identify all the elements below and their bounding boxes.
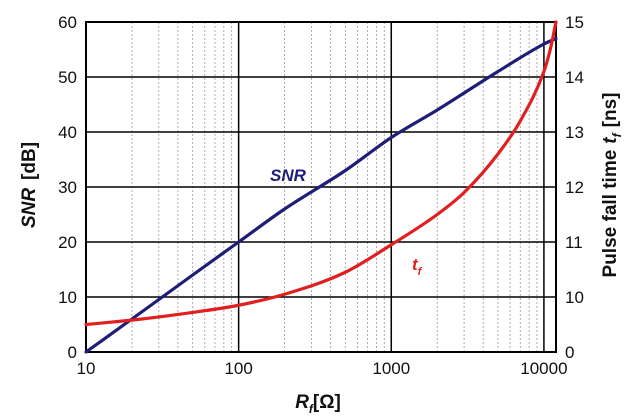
plot-frame bbox=[85, 21, 557, 353]
x-tick-label: 10000 bbox=[520, 359, 567, 378]
y-axis-right-title: Pulse fall timetf[ns] bbox=[600, 93, 624, 278]
y-right-tick-label: 11 bbox=[565, 233, 583, 252]
y-right-tick-label: 0 bbox=[565, 343, 574, 362]
y-right-tick-label: 15 bbox=[565, 13, 584, 32]
series-label-tf: tf bbox=[412, 255, 423, 278]
y-right-tick-label: 13 bbox=[565, 123, 584, 142]
y-left-tick-label: 20 bbox=[58, 233, 77, 252]
y-left-tick-label: 0 bbox=[68, 343, 77, 362]
series-layer: SNR tf bbox=[84, 20, 558, 354]
y-right-tick-label: 14 bbox=[565, 68, 584, 87]
y-right-tick-label: 12 bbox=[565, 178, 584, 197]
y-axis-left-title: SNR[dB] bbox=[19, 142, 40, 228]
y-left-tick-label: 50 bbox=[58, 68, 77, 87]
y-left-tick-label: 40 bbox=[58, 123, 77, 142]
x-axis-title: Rf[Ω] bbox=[295, 392, 341, 416]
y-right-tick-label: 10 bbox=[565, 288, 584, 307]
x-tick-label: 10 bbox=[77, 359, 96, 378]
x-tick-label: 100 bbox=[224, 359, 252, 378]
series-label-snr: SNR bbox=[270, 166, 307, 185]
series-line-snr bbox=[84, 36, 558, 354]
y-left-tick-label: 30 bbox=[58, 178, 77, 197]
y-left-tick-label: 10 bbox=[58, 288, 77, 307]
x-tick-label: 1000 bbox=[372, 359, 410, 378]
y-left-tick-label: 60 bbox=[58, 13, 77, 32]
series-line-tf bbox=[84, 20, 558, 327]
